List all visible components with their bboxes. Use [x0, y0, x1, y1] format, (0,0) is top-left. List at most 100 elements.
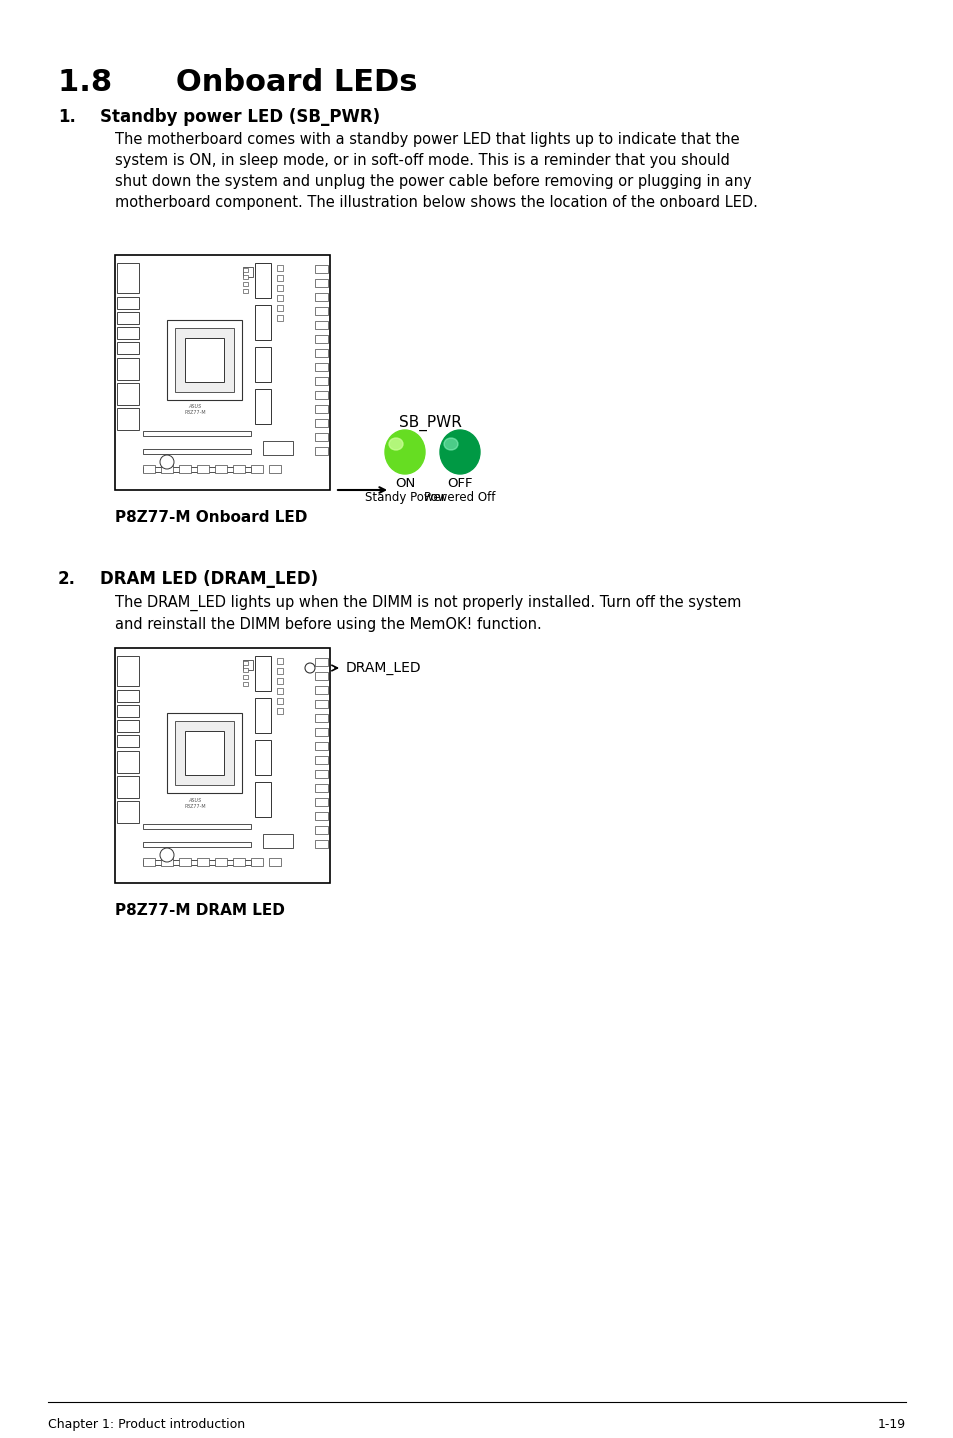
Bar: [161, 464, 172, 473]
Bar: [314, 715, 328, 722]
Bar: [314, 769, 328, 778]
Bar: [263, 834, 293, 848]
Bar: [143, 449, 251, 454]
Bar: [214, 464, 227, 473]
Bar: [243, 267, 253, 278]
Bar: [179, 464, 191, 473]
Bar: [243, 669, 248, 672]
Bar: [269, 464, 281, 473]
Bar: [254, 347, 271, 383]
Bar: [276, 305, 283, 311]
Bar: [276, 687, 283, 695]
Bar: [276, 315, 283, 321]
Bar: [174, 720, 233, 785]
Bar: [314, 742, 328, 751]
Ellipse shape: [385, 430, 424, 475]
Bar: [254, 697, 271, 733]
Circle shape: [160, 454, 173, 469]
Bar: [314, 686, 328, 695]
Circle shape: [160, 848, 173, 861]
Bar: [117, 656, 139, 686]
Bar: [314, 306, 328, 315]
Bar: [263, 441, 293, 454]
Bar: [243, 289, 248, 293]
Bar: [143, 843, 251, 847]
Bar: [243, 275, 248, 279]
Bar: [214, 858, 227, 866]
Bar: [143, 464, 154, 473]
Bar: [143, 824, 251, 828]
Bar: [276, 707, 283, 715]
Bar: [117, 408, 139, 430]
Circle shape: [305, 663, 314, 673]
Bar: [233, 464, 245, 473]
Text: DRAM LED (DRAM_LED): DRAM LED (DRAM_LED): [100, 569, 317, 588]
Bar: [243, 660, 253, 670]
Bar: [243, 282, 248, 286]
Text: SB_PWR: SB_PWR: [398, 416, 461, 431]
Bar: [185, 338, 224, 383]
Text: Powered Off: Powered Off: [424, 490, 496, 503]
Text: 2.: 2.: [58, 569, 76, 588]
Bar: [117, 383, 139, 406]
Bar: [117, 751, 139, 774]
Text: 1.: 1.: [58, 108, 76, 127]
Bar: [117, 735, 139, 746]
Bar: [143, 858, 154, 866]
Bar: [143, 431, 251, 436]
Bar: [117, 777, 139, 798]
Bar: [276, 697, 283, 705]
Bar: [174, 328, 233, 393]
Bar: [251, 464, 263, 473]
Text: P8Z77-M: P8Z77-M: [184, 804, 206, 808]
Bar: [117, 298, 139, 309]
Bar: [196, 858, 209, 866]
Text: ASUS: ASUS: [188, 404, 201, 410]
Bar: [117, 705, 139, 718]
Bar: [251, 858, 263, 866]
Bar: [314, 728, 328, 736]
Ellipse shape: [389, 439, 402, 450]
Bar: [314, 362, 328, 371]
Bar: [314, 265, 328, 273]
Text: DRAM_LED: DRAM_LED: [346, 661, 421, 674]
Text: Chapter 1: Product introduction: Chapter 1: Product introduction: [48, 1418, 245, 1431]
Bar: [115, 255, 330, 490]
Bar: [314, 798, 328, 807]
Ellipse shape: [439, 430, 479, 475]
Bar: [117, 326, 139, 339]
Bar: [254, 390, 271, 424]
Bar: [314, 321, 328, 329]
Text: The DRAM_LED lights up when the DIMM is not properly installed. Turn off the sys: The DRAM_LED lights up when the DIMM is …: [115, 595, 740, 633]
Bar: [276, 669, 283, 674]
Text: ON: ON: [395, 477, 415, 490]
Bar: [314, 293, 328, 301]
Bar: [243, 674, 248, 679]
Bar: [117, 690, 139, 702]
Bar: [117, 801, 139, 823]
Bar: [314, 672, 328, 680]
Bar: [254, 782, 271, 817]
Bar: [196, 464, 209, 473]
Bar: [314, 700, 328, 707]
Bar: [314, 418, 328, 427]
Bar: [254, 656, 271, 692]
Bar: [117, 312, 139, 324]
Text: P8Z77-M Onboard LED: P8Z77-M Onboard LED: [115, 510, 307, 525]
Bar: [314, 406, 328, 413]
Bar: [314, 812, 328, 820]
Bar: [269, 858, 281, 866]
Bar: [276, 659, 283, 664]
Ellipse shape: [443, 439, 457, 450]
Bar: [254, 263, 271, 298]
Text: Standby power LED (SB_PWR): Standby power LED (SB_PWR): [100, 108, 379, 127]
Bar: [276, 275, 283, 280]
Text: 1-19: 1-19: [877, 1418, 905, 1431]
Bar: [276, 677, 283, 684]
Bar: [314, 279, 328, 288]
Bar: [167, 713, 242, 792]
Bar: [115, 649, 330, 883]
Bar: [276, 295, 283, 301]
Bar: [233, 858, 245, 866]
Text: P8Z77-M DRAM LED: P8Z77-M DRAM LED: [115, 903, 285, 917]
